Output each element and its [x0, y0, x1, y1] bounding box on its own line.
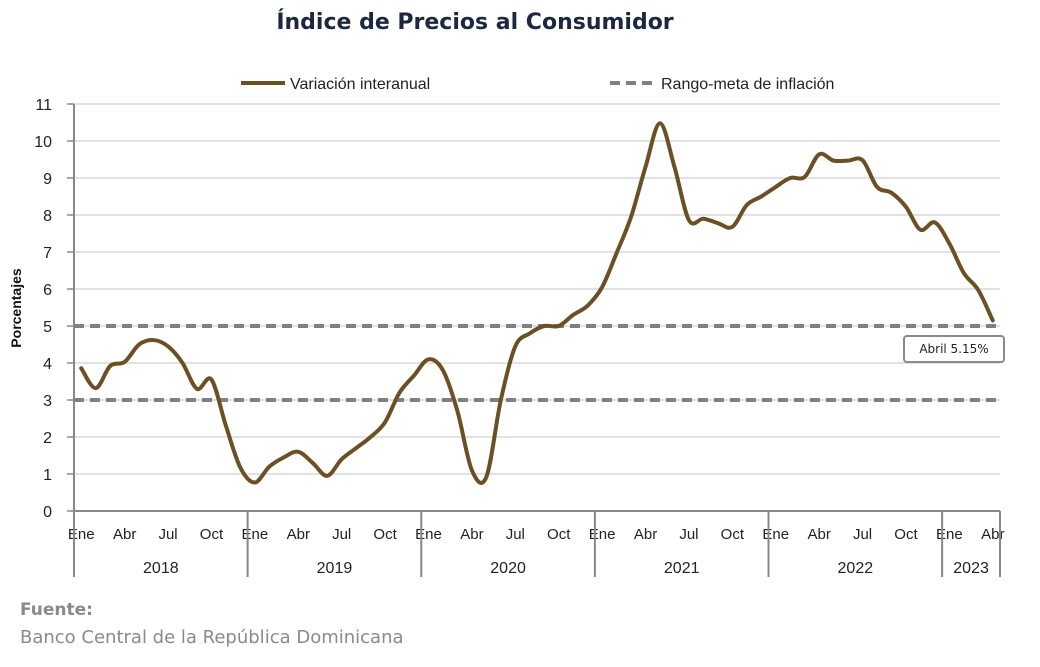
- y-tick-label: 5: [43, 319, 52, 336]
- x-tick-label: Jul: [679, 526, 698, 543]
- x-tick-label: Abr: [981, 526, 1004, 543]
- x-tick-label: Ene: [589, 526, 616, 543]
- y-tick-label: 2: [43, 430, 52, 447]
- annotation-callout: Abril 5.15%: [903, 335, 1005, 363]
- legend-label: Variación interanual: [290, 76, 430, 93]
- source-heading: Fuente:: [20, 600, 93, 620]
- y-axis-label: Porcentajes: [8, 268, 24, 348]
- x-tick-label: Ene: [415, 526, 442, 543]
- x-tick-label: Jul: [332, 526, 351, 543]
- x-tick-label: Abr: [460, 526, 483, 543]
- y-tick-label: 6: [43, 282, 52, 299]
- y-tick-label: 9: [43, 171, 52, 188]
- year-label: 2018: [143, 560, 179, 577]
- x-tick-label: Abr: [807, 526, 830, 543]
- chart-title: Índice de Precios al Consumidor: [276, 10, 674, 35]
- year-label: 2020: [490, 560, 526, 577]
- year-label: 2022: [838, 560, 874, 577]
- x-tick-label: Oct: [721, 526, 745, 543]
- x-tick-label: Oct: [200, 526, 224, 543]
- y-tick-label: 1: [43, 467, 52, 484]
- x-tick-label: Ene: [242, 526, 269, 543]
- year-label: 2021: [664, 560, 700, 577]
- x-tick-label: Ene: [762, 526, 789, 543]
- legend-label: Rango-meta de inflación: [661, 76, 834, 93]
- year-label: 2019: [317, 560, 353, 577]
- x-tick-label: Jul: [158, 526, 177, 543]
- y-tick-label: 3: [43, 393, 52, 410]
- y-tick-label: 4: [43, 356, 52, 373]
- y-tick-label: 8: [43, 208, 52, 225]
- series-line-variacion-interanual: [79, 121, 995, 485]
- source-text: Banco Central de la República Dominicana: [20, 627, 404, 648]
- x-tick-label: Oct: [547, 526, 571, 543]
- x-tick-label: Abr: [287, 526, 310, 543]
- y-tick-label: 11: [35, 97, 52, 114]
- x-tick-label: Jul: [506, 526, 525, 543]
- x-tick-label: Oct: [894, 526, 918, 543]
- x-tick-label: Ene: [68, 526, 95, 543]
- y-tick-label: 0: [43, 504, 52, 521]
- year-label: 2023: [953, 560, 989, 577]
- x-tick-label: Jul: [853, 526, 872, 543]
- x-tick-label: Abr: [113, 526, 136, 543]
- x-tick-label: Abr: [634, 526, 657, 543]
- x-tick-label: Oct: [373, 526, 397, 543]
- x-tick-label: Ene: [936, 526, 963, 543]
- y-tick-label: 10: [34, 134, 52, 151]
- y-tick-label: 7: [43, 245, 52, 262]
